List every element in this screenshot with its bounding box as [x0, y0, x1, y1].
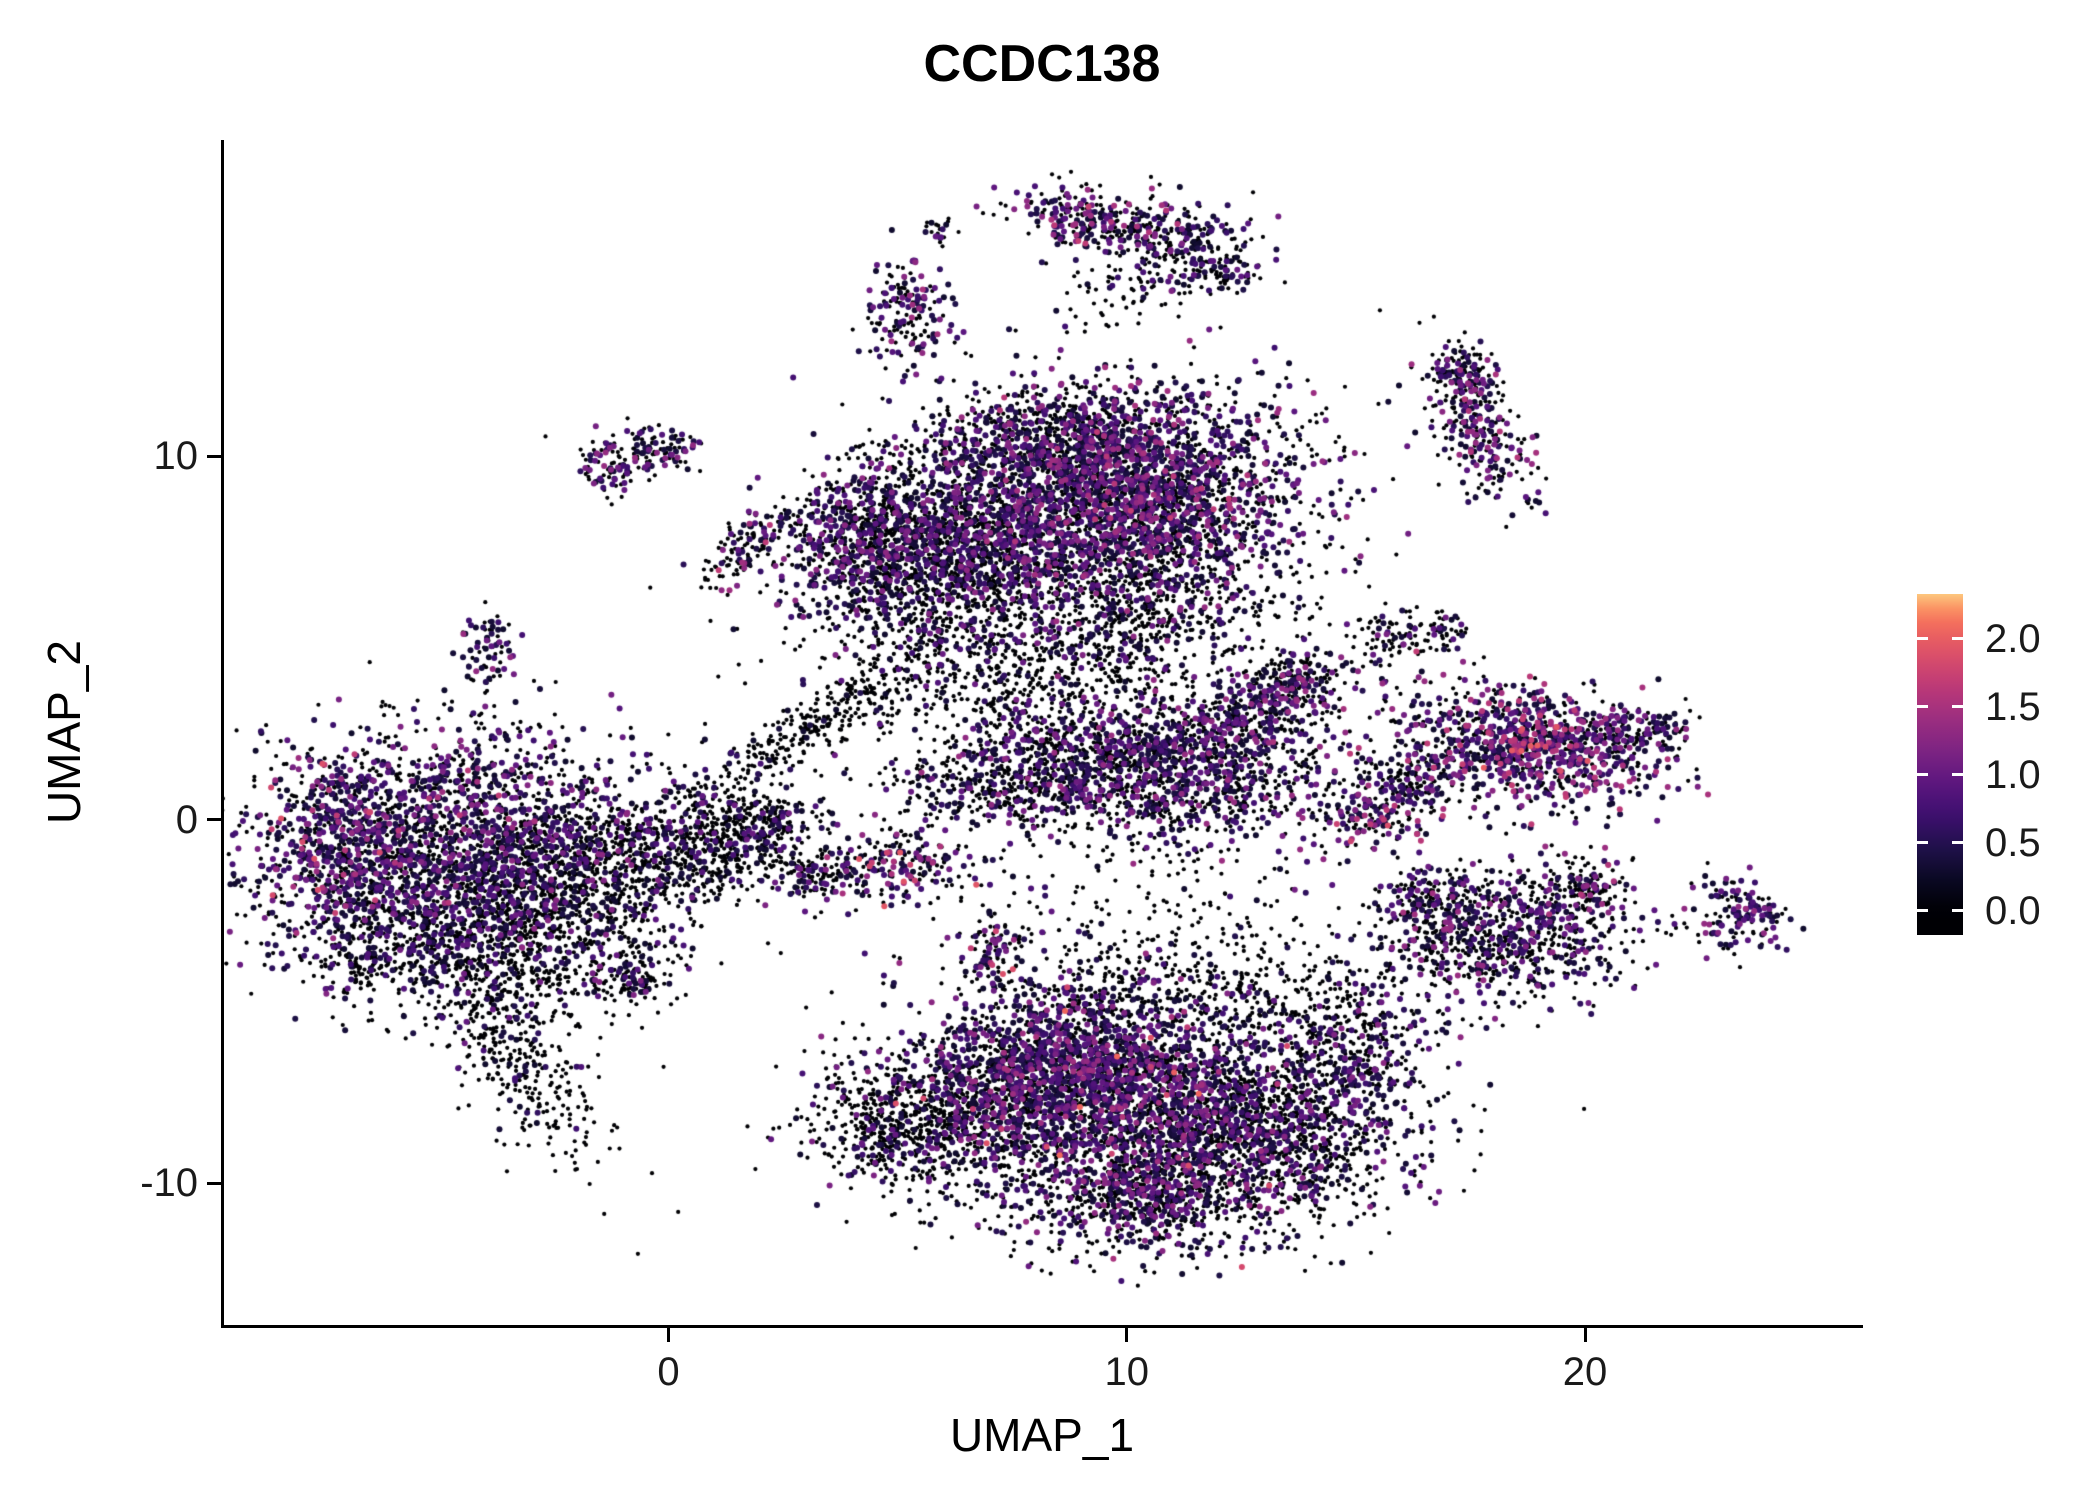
colorbar-tick-label: 2.0 [1985, 616, 2041, 661]
colorbar-tick-mark [1917, 705, 1928, 709]
x-axis-label: UMAP_1 [949, 1409, 1135, 1461]
x-axis-line [221, 1325, 1863, 1328]
colorbar-tick-label: 1.0 [1985, 752, 2041, 797]
colorbar-tick-mark [1917, 773, 1928, 777]
colorbar-tick-mark [1952, 841, 1963, 845]
x-tick-mark [1583, 1328, 1587, 1342]
y-tick-mark [207, 818, 221, 822]
x-tick-label: 10 [1104, 1350, 1150, 1394]
colorbar-gradient [1917, 594, 1963, 935]
x-tick-mark [667, 1328, 670, 1342]
y-axis-line [221, 140, 224, 1328]
colorbar-tick-mark [1917, 909, 1928, 913]
colorbar-tick-label: 0.0 [1985, 888, 2041, 933]
y-tick-label: 0 [175, 797, 198, 842]
y-tick-mark [207, 454, 221, 458]
plot-title: CCDC138 [923, 35, 1161, 93]
colorbar-tick-mark [1917, 637, 1928, 641]
y-tick-mark [207, 1181, 221, 1185]
y-tick-label: -10 [140, 1161, 198, 1206]
colorbar-tick-mark [1952, 773, 1963, 777]
x-tick-label: 20 [1562, 1350, 1608, 1394]
x-tick-mark [1125, 1328, 1129, 1342]
colorbar-tick-label: 0.5 [1985, 820, 2041, 865]
y-tick-label: 10 [153, 434, 199, 479]
scatter-canvas [224, 140, 1860, 1325]
colorbar-tick-mark [1952, 637, 1963, 641]
colorbar-tick-label: 1.5 [1985, 684, 2041, 729]
colorbar-tick-mark [1952, 909, 1963, 913]
y-axis-label: UMAP_2 [38, 639, 90, 825]
colorbar-tick-mark [1952, 705, 1963, 709]
x-tick-label: 0 [657, 1350, 680, 1394]
colorbar-tick-mark [1917, 841, 1928, 845]
